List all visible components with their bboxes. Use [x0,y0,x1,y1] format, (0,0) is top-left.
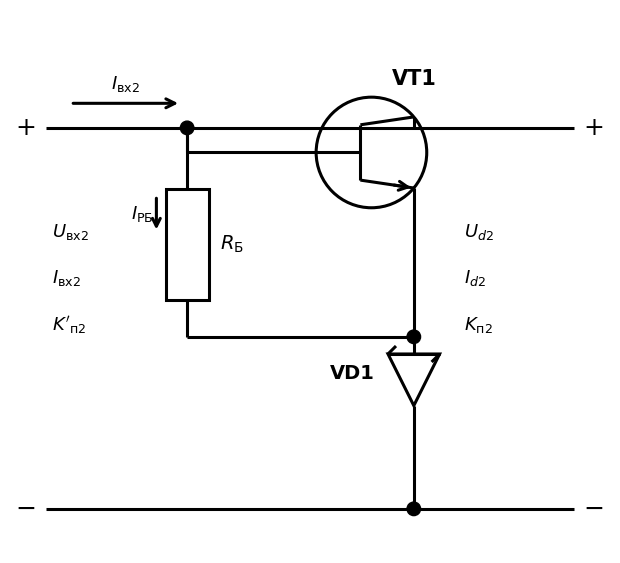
Text: −: − [583,497,604,521]
Text: $K_{\rm п2}$: $K_{\rm п2}$ [464,315,492,334]
Circle shape [407,502,420,516]
Bar [166,189,208,300]
Text: VD1: VD1 [330,364,375,383]
Text: $U_{d2}$: $U_{d2}$ [464,222,494,242]
Circle shape [180,121,194,135]
Text: VT1: VT1 [392,69,437,89]
Text: $I_{\rm вх2}$: $I_{\rm вх2}$ [111,74,140,94]
Text: $K'_{\rm п2}$: $K'_{\rm п2}$ [52,314,86,336]
Text: $I_{\rm РБ}$: $I_{\rm РБ}$ [131,204,153,224]
Text: +: + [16,116,37,140]
Text: $U_{\rm вх2}$: $U_{\rm вх2}$ [52,222,89,242]
Text: $R_{\rm Б}$: $R_{\rm Б}$ [219,234,244,255]
Circle shape [407,330,420,343]
Text: $I_{d2}$: $I_{d2}$ [464,269,485,288]
Text: $I_{\rm вх2}$: $I_{\rm вх2}$ [52,269,81,288]
Text: +: + [583,116,604,140]
Text: −: − [16,497,37,521]
